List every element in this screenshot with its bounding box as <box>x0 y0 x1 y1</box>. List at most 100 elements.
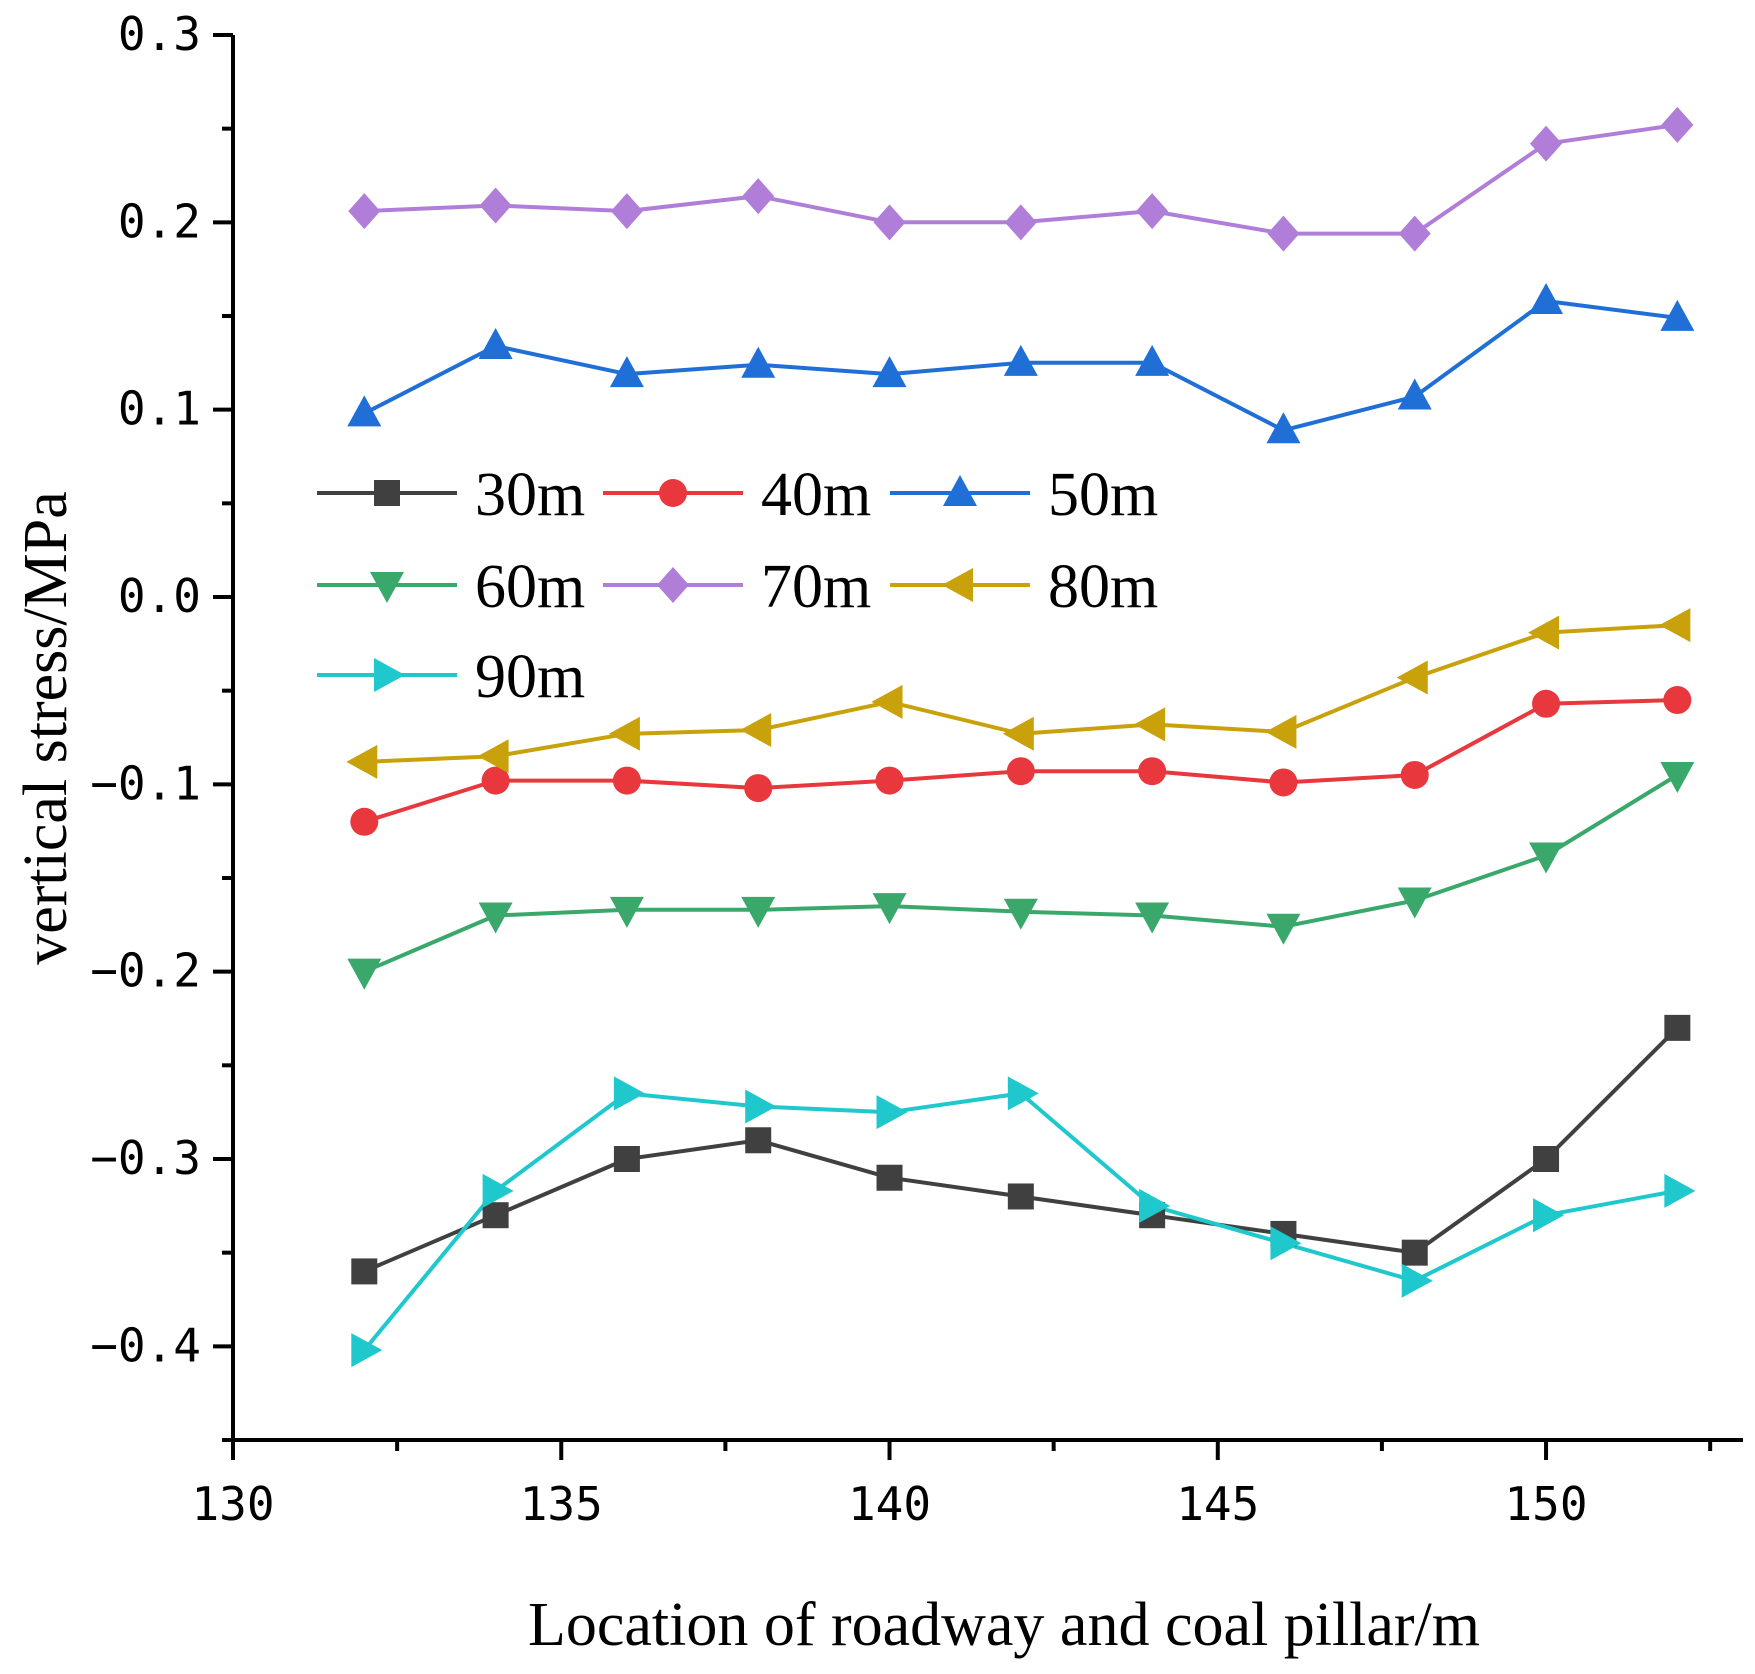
y-tick-label: −0.4 <box>90 1318 201 1372</box>
y-tick-label: 0.3 <box>118 7 201 61</box>
data-point-90m <box>876 1095 908 1130</box>
data-point-50m <box>872 356 907 388</box>
data-point-70m <box>1398 215 1431 252</box>
data-point-40m <box>744 774 773 803</box>
data-point-80m <box>346 744 378 779</box>
data-point-30m <box>876 1164 903 1191</box>
y-tick-label: −0.2 <box>90 944 201 998</box>
data-point-60m <box>1529 842 1564 874</box>
data-point-30m <box>351 1258 378 1285</box>
data-point-40m <box>612 766 641 795</box>
series-line-90m <box>362 1091 1678 1352</box>
data-point-90m <box>482 1173 514 1208</box>
y-tick-label: −0.1 <box>90 756 201 810</box>
data-point-90m <box>1007 1076 1039 1111</box>
legend-marker-80m <box>942 568 973 602</box>
legend-marker-50m <box>943 475 977 506</box>
data-point-50m <box>1660 299 1695 331</box>
legend-marker-90m <box>374 658 405 692</box>
data-point-90m <box>1270 1226 1302 1261</box>
data-point-80m <box>608 716 640 751</box>
data-point-70m <box>873 204 906 241</box>
data-point-50m <box>609 356 644 388</box>
data-point-30m <box>1664 1014 1691 1041</box>
data-point-80m <box>871 684 903 719</box>
data-point-90m <box>1533 1198 1565 1233</box>
data-point-60m <box>1660 761 1695 793</box>
data-point-60m <box>1266 913 1301 945</box>
data-point-50m <box>478 327 513 359</box>
data-point-50m <box>1529 283 1564 315</box>
data-point-70m <box>479 187 512 224</box>
data-point-90m <box>1664 1173 1696 1208</box>
y-tick-label: 0.1 <box>118 382 201 436</box>
legend-label-60m: 60m <box>475 553 585 621</box>
legend-marker-30m <box>374 480 400 506</box>
x-tick-label: 150 <box>1504 1477 1587 1531</box>
data-point-90m <box>1401 1263 1433 1298</box>
data-point-60m <box>872 893 907 925</box>
data-point-30m <box>745 1127 772 1154</box>
legend-label-50m: 50m <box>1048 461 1158 529</box>
data-point-80m <box>1528 615 1560 650</box>
data-point-70m <box>1267 215 1300 252</box>
legend-label-90m: 90m <box>475 643 585 711</box>
x-tick-label: 145 <box>1176 1477 1259 1531</box>
legend-marker-40m <box>659 479 687 507</box>
data-point-80m <box>1002 716 1034 751</box>
legend-marker-60m <box>370 572 404 603</box>
data-point-90m <box>613 1076 645 1111</box>
legend-label-40m: 40m <box>761 461 871 529</box>
data-point-40m <box>1400 760 1429 789</box>
data-point-60m <box>1003 898 1038 930</box>
data-point-60m <box>478 902 513 934</box>
data-point-90m <box>351 1333 383 1368</box>
legend-marker-70m <box>657 567 689 603</box>
y-tick-label: 0.0 <box>118 569 201 623</box>
data-point-50m <box>741 346 776 378</box>
series-line-60m <box>363 773 1679 974</box>
y-tick-label: 0.2 <box>118 194 201 248</box>
legend-label-70m: 70m <box>761 553 871 621</box>
data-point-30m <box>1533 1146 1560 1172</box>
x-tick-label: 135 <box>520 1477 603 1531</box>
data-point-60m <box>1135 902 1170 934</box>
data-point-30m <box>1007 1183 1034 1210</box>
series-markers <box>346 106 1696 1368</box>
legend-label-80m: 80m <box>1048 553 1158 621</box>
legend: 30m 40m 50m 60m 70m 80m 90m <box>317 461 1158 711</box>
data-point-60m <box>609 896 644 928</box>
data-point-70m <box>1004 204 1037 241</box>
x-axis-title: Location of roadway and coal pillar/m <box>528 1591 1480 1659</box>
data-point-80m <box>1396 660 1428 695</box>
data-point-50m <box>1266 412 1301 444</box>
data-point-50m <box>1003 344 1038 376</box>
data-point-70m <box>1661 106 1694 143</box>
data-point-60m <box>741 896 776 928</box>
data-point-80m <box>1134 707 1166 742</box>
data-point-50m <box>1397 378 1432 410</box>
data-point-70m <box>610 193 643 230</box>
data-point-70m <box>1530 125 1563 162</box>
axes: 0.3 0.2 0.1 0.0 −0.1 −0.2 −0.3 −0.4 130 135 140 145… <box>90 7 1743 1531</box>
data-point-80m <box>740 713 772 748</box>
data-point-30m <box>1401 1239 1428 1266</box>
data-point-40m <box>875 766 904 795</box>
data-point-30m <box>482 1202 509 1229</box>
data-point-40m <box>1138 757 1167 786</box>
data-point-50m <box>1135 344 1170 376</box>
data-point-40m <box>350 807 379 836</box>
data-point-90m <box>745 1089 777 1124</box>
data-point-80m <box>1265 714 1297 749</box>
data-point-40m <box>1269 768 1298 797</box>
y-axis-title: vertical stress/MPa <box>12 491 80 965</box>
y-tick-label: −0.3 <box>90 1131 201 1185</box>
data-point-40m <box>1006 757 1035 786</box>
data-point-80m <box>477 739 509 774</box>
x-tick-label: 140 <box>848 1477 931 1531</box>
data-point-80m <box>1659 608 1691 643</box>
data-point-70m <box>1136 193 1169 230</box>
data-point-60m <box>1397 887 1432 919</box>
